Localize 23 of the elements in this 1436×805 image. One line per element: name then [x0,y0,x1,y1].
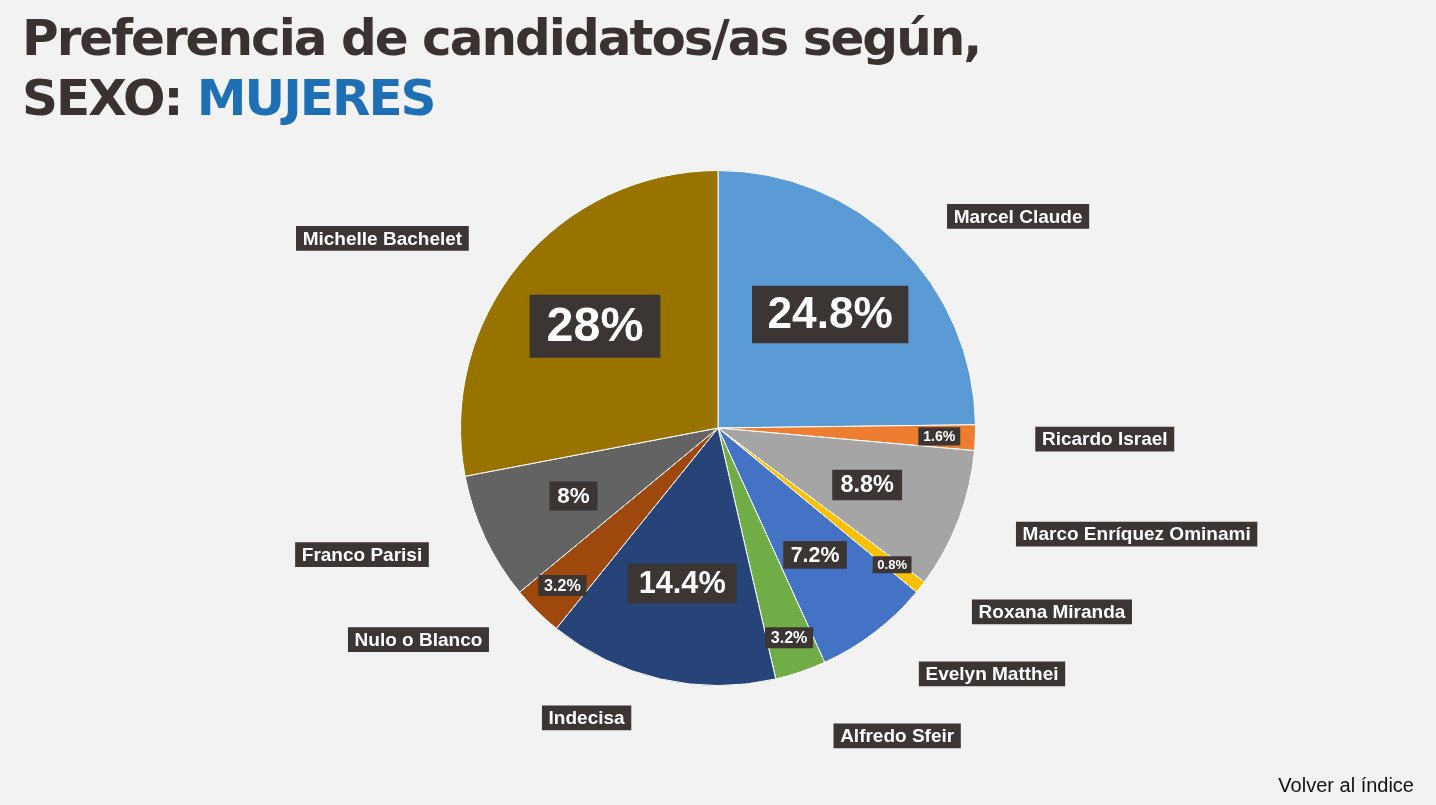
chart-subtitle: SEXO: MUJERES [22,69,435,127]
data-label: 7.2% [790,542,840,567]
data-label: 24.8% [767,287,893,337]
data-label: 3.2% [543,576,581,595]
data-label: 1.6% [923,428,956,445]
slice-label: Ricardo Israel [1041,428,1168,450]
slice-label: Marco Enríquez Ominami [1022,523,1251,545]
data-label: 14.4% [638,565,726,601]
slice-label: Franco Parisi [301,543,423,565]
slice-label: Alfredo Sfeir [840,725,955,747]
text: Volver al índice [1278,774,1414,797]
data-label: 28% [546,296,644,351]
data-label: 3.2% [770,628,808,647]
slice-label: Michelle Bachelet [302,227,463,249]
data-label: 0.8% [877,557,908,573]
data-label: 8.8% [840,471,895,498]
slice-label: Nulo o Blanco [354,628,483,650]
data-label: 8% [557,483,590,509]
slice-label: Marcel Claude [953,205,1083,227]
slice-label: Indecisa [548,707,626,729]
slice-label: Roxana Miranda [978,601,1126,623]
chart-title: Preferencia de candidatos/as según, [22,8,981,68]
slice-label: Evelyn Matthei [925,663,1059,685]
